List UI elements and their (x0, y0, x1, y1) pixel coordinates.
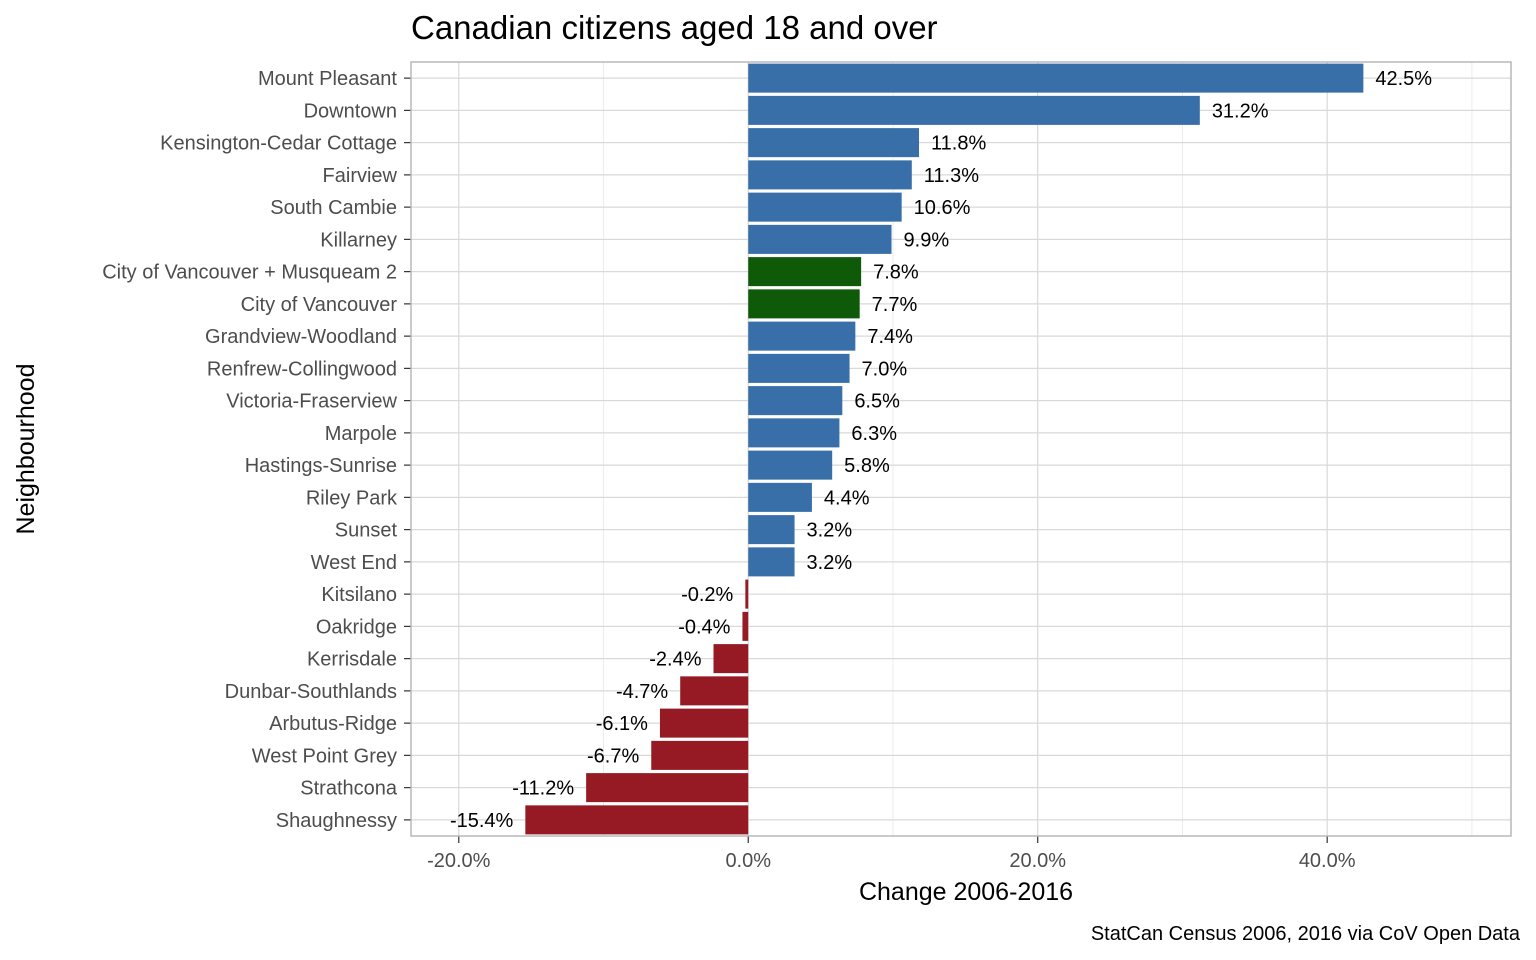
bar-14 (748, 515, 795, 545)
category-label-23: Shaughnessy (276, 810, 397, 832)
bar-19 (680, 676, 749, 706)
category-label-12: Hastings-Sunrise (245, 455, 397, 477)
x-tick-label-1: 0.0% (725, 850, 771, 872)
value-label-10: 6.5% (854, 391, 900, 413)
category-label-7: City of Vancouver (241, 294, 398, 316)
plot-border (410, 61, 1512, 837)
bar-22 (586, 773, 749, 803)
bar-9 (748, 353, 850, 383)
value-label-13: 4.4% (824, 487, 870, 509)
category-label-19: Dunbar-Southlands (225, 681, 397, 703)
x-tick-label-0: -20.0% (427, 850, 491, 872)
value-label-20: -6.1% (596, 713, 648, 735)
value-label-1: 31.2% (1212, 100, 1269, 122)
value-label-21: -6.7% (587, 745, 639, 767)
value-label-2: 11.8% (931, 133, 986, 155)
category-label-10: Victoria-Fraserview (226, 391, 397, 413)
value-label-8: 7.4% (867, 326, 913, 348)
chart-caption: StatCan Census 2006, 2016 via CoV Open D… (1091, 923, 1521, 945)
category-label-11: Marpole (325, 423, 397, 445)
value-label-11: 6.3% (851, 423, 897, 445)
value-label-12: 5.8% (844, 455, 890, 477)
category-label-8: Grandview-Woodland (205, 326, 397, 348)
value-label-17: -0.4% (678, 616, 730, 638)
bar-3 (748, 160, 912, 190)
category-label-2: Kensington-Cedar Cottage (160, 133, 397, 155)
value-label-6: 7.8% (873, 262, 919, 284)
y-axis-title: Neighbourhood (12, 364, 40, 535)
category-label-14: Sunset (335, 520, 398, 542)
value-label-19: -4.7% (616, 681, 668, 703)
bar-6 (748, 257, 862, 287)
category-label-18: Kerrisdale (307, 649, 397, 671)
value-label-18: -2.4% (649, 649, 701, 671)
bar-17 (742, 611, 749, 641)
category-label-13: Riley Park (306, 487, 398, 509)
bar-0 (748, 63, 1364, 93)
value-label-0: 42.5% (1375, 68, 1432, 90)
plot-area: 42.5% Mount Pleasant 31.2% Downtown 11.8% Ken… (102, 61, 1512, 872)
category-label-1: Downtown (304, 100, 397, 122)
bar-16 (745, 579, 749, 609)
value-label-16: -0.2% (681, 584, 733, 606)
value-label-22: -11.2% (512, 778, 574, 800)
category-label-5: Killarney (320, 229, 397, 251)
bar-1 (748, 95, 1200, 125)
category-label-4: South Cambie (270, 197, 397, 219)
category-label-0: Mount Pleasant (258, 68, 397, 90)
bar-8 (748, 321, 856, 351)
bar-10 (748, 386, 843, 416)
bar-20 (659, 708, 749, 738)
bar-4 (748, 192, 902, 222)
value-label-23: -15.4% (450, 810, 514, 832)
bar-15 (748, 547, 795, 577)
category-label-16: Kitsilano (321, 584, 397, 606)
bar-12 (748, 450, 833, 480)
x-axis-title: Change 2006-2016 (859, 878, 1073, 906)
x-tick-label-3: 40.0% (1299, 850, 1356, 872)
bar-7 (748, 289, 860, 319)
category-label-21: West Point Grey (252, 745, 397, 767)
chart-title: Canadian citizens aged 18 and over (411, 9, 938, 46)
category-label-17: Oakridge (316, 616, 397, 638)
value-label-15: 3.2% (807, 552, 853, 574)
category-label-9: Renfrew-Collingwood (207, 358, 397, 380)
value-label-14: 3.2% (807, 520, 853, 542)
bar-13 (748, 482, 812, 512)
bar-5 (748, 224, 892, 254)
bar-2 (748, 128, 920, 158)
bar-11 (748, 418, 840, 448)
category-label-3: Fairview (323, 165, 398, 187)
category-label-20: Arbutus-Ridge (269, 713, 397, 735)
category-label-22: Strathcona (300, 778, 398, 800)
bar-21 (651, 740, 749, 770)
category-label-6: City of Vancouver + Musqueam 2 (102, 262, 397, 284)
value-label-9: 7.0% (862, 358, 908, 380)
value-label-4: 10.6% (914, 197, 971, 219)
value-label-5: 9.9% (904, 229, 950, 251)
category-label-15: West End (311, 552, 397, 574)
value-label-3: 11.3% (924, 165, 979, 187)
bar-23 (525, 805, 749, 835)
x-tick-label-2: 20.0% (1009, 850, 1066, 872)
value-label-7: 7.7% (872, 294, 918, 316)
bar-18 (713, 644, 749, 674)
